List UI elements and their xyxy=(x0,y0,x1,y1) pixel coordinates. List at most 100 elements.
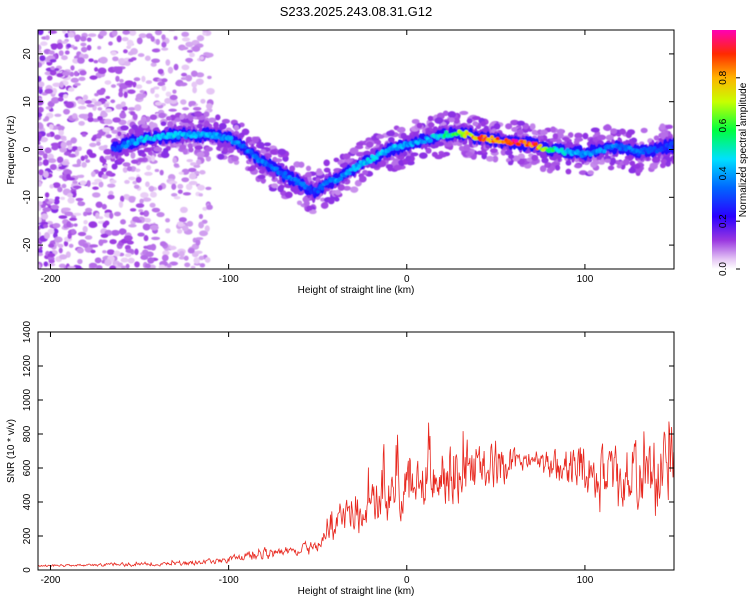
halo-blob xyxy=(284,191,293,199)
halo-blob xyxy=(385,164,394,170)
noise-blob xyxy=(101,203,107,210)
halo-blob xyxy=(130,159,139,164)
noise-blob xyxy=(149,191,157,198)
noise-blob xyxy=(140,192,149,199)
halo-blob xyxy=(179,144,187,151)
noise-blob xyxy=(65,212,74,216)
noise-blob xyxy=(46,133,52,137)
halo-blob xyxy=(541,157,549,164)
noise-blob xyxy=(61,160,70,166)
noise-blob xyxy=(180,76,188,81)
noise-blob xyxy=(38,263,41,269)
halo-blob xyxy=(215,114,221,121)
noise-blob xyxy=(57,186,63,193)
noise-blob xyxy=(64,50,70,55)
halo-blob xyxy=(174,117,182,122)
noise-blob xyxy=(38,81,45,88)
noise-blob xyxy=(52,182,61,189)
noise-blob xyxy=(154,101,162,106)
noise-blob xyxy=(198,221,204,229)
noise-blob xyxy=(58,50,64,56)
noise-blob xyxy=(44,88,54,94)
noise-blob xyxy=(47,158,57,164)
noise-blob xyxy=(181,37,191,42)
noise-blob xyxy=(99,155,105,163)
noise-blob xyxy=(199,169,206,175)
noise-blob xyxy=(43,232,50,239)
noise-blob xyxy=(123,235,133,241)
halo-blob xyxy=(306,205,313,211)
noise-blob xyxy=(100,233,109,238)
noise-blob xyxy=(124,253,132,258)
noise-blob xyxy=(135,219,142,223)
halo-blob xyxy=(516,129,524,135)
noise-blob xyxy=(77,57,85,64)
ridge-core xyxy=(307,185,312,190)
noise-blob xyxy=(44,192,50,198)
noise-blob xyxy=(38,106,44,113)
noise-blob xyxy=(124,179,130,184)
noise-blob xyxy=(120,257,129,263)
ridge-core xyxy=(301,181,306,186)
halo-blob xyxy=(653,135,660,141)
halo-blob xyxy=(194,145,203,150)
noise-blob xyxy=(77,200,82,206)
noise-blob xyxy=(185,183,193,191)
halo-blob xyxy=(438,153,447,158)
x-tick-label: 0 xyxy=(404,575,410,586)
noise-blob xyxy=(54,236,63,243)
y-tick-label: 600 xyxy=(22,459,33,476)
ridge-core xyxy=(243,145,248,149)
halo-blob xyxy=(447,145,453,151)
noise-blob xyxy=(83,154,89,160)
halo-blob xyxy=(472,121,479,127)
noise-blob xyxy=(78,76,86,82)
noise-blob xyxy=(61,183,67,189)
noise-blob xyxy=(134,261,140,268)
noise-blob xyxy=(38,99,44,106)
noise-blob xyxy=(38,230,41,238)
ridge-core xyxy=(507,139,512,143)
y-tick-label: 0 xyxy=(22,567,33,573)
halo-blob xyxy=(188,114,194,122)
noise-blob xyxy=(191,81,198,88)
noise-blob xyxy=(190,265,196,269)
noise-blob xyxy=(43,261,49,267)
noise-blob xyxy=(96,89,105,96)
noise-blob xyxy=(113,250,121,257)
noise-blob xyxy=(168,180,178,185)
noise-blob xyxy=(173,196,181,200)
noise-blob xyxy=(161,41,167,48)
noise-blob xyxy=(142,197,152,202)
halo-blob xyxy=(258,142,265,149)
noise-blob xyxy=(83,220,88,225)
y-tick-label: -20 xyxy=(22,237,33,252)
halo-blob xyxy=(427,122,435,128)
halo-blob xyxy=(529,123,536,130)
noise-blob xyxy=(57,243,64,249)
noise-blob xyxy=(198,213,204,219)
noise-blob xyxy=(145,33,153,39)
noise-blob xyxy=(193,257,201,264)
noise-blob xyxy=(48,243,55,248)
halo-blob xyxy=(277,185,284,193)
noise-blob xyxy=(205,186,212,191)
halo-blob xyxy=(607,165,615,171)
noise-blob xyxy=(92,186,99,190)
ridge-core xyxy=(320,186,325,191)
noise-blob xyxy=(186,220,194,227)
ridge-core xyxy=(428,138,433,143)
ridge-core xyxy=(602,149,607,154)
halo-blob xyxy=(316,168,322,173)
noise-blob xyxy=(138,209,144,213)
noise-blob xyxy=(48,259,55,264)
halo-blob xyxy=(160,121,167,127)
noise-blob xyxy=(184,262,191,268)
noise-blob xyxy=(196,72,205,78)
noise-blob xyxy=(93,59,99,64)
noise-blob xyxy=(144,171,153,176)
ridge-core xyxy=(316,190,321,194)
halo-blob xyxy=(604,158,612,163)
noise-blob xyxy=(181,31,190,37)
